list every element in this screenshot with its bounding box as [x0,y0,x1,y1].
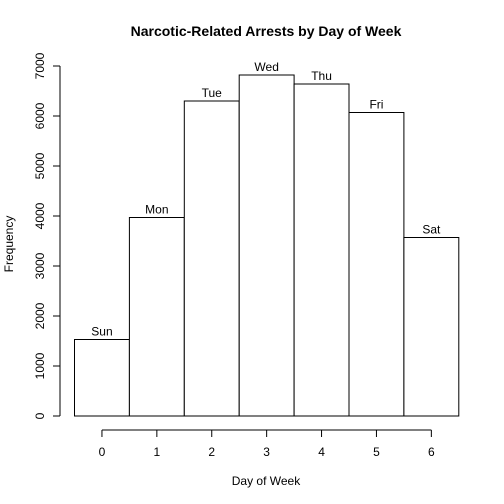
x-tick-label: 3 [263,445,270,459]
y-axis-label: Frequency [2,216,16,273]
y-tick-label: 2000 [33,302,47,329]
chart-title: Narcotic-Related Arrests by Day of Week [131,23,402,39]
bar-label-mon: Mon [145,203,168,217]
bar-fri [349,113,404,417]
bar-label-fri: Fri [369,98,383,112]
bar-wed [239,75,294,416]
bar-tue [184,101,239,416]
bar-thu [294,84,349,416]
bar-label-thu: Thu [311,69,332,83]
bar-label-sun: Sun [91,325,112,339]
y-tick-label: 0 [33,412,47,419]
bar-label-tue: Tue [202,86,223,100]
y-tick-label: 7000 [33,52,47,79]
y-tick-label: 6000 [33,102,47,129]
x-tick-label: 5 [373,445,380,459]
y-tick-label: 3000 [33,252,47,279]
y-tick-label: 1000 [33,352,47,379]
x-axis-label: Day of Week [232,474,301,488]
x-tick-label: 4 [318,445,325,459]
bar-sun [75,340,130,417]
y-tick-label: 4000 [33,202,47,229]
x-tick-label: 6 [428,445,435,459]
bar-label-wed: Wed [254,60,278,74]
x-tick-label: 1 [154,445,161,459]
bar-mon [129,218,184,417]
y-tick-label: 5000 [33,152,47,179]
x-tick-label: 2 [208,445,215,459]
bar-sat [404,238,459,417]
x-tick-label: 0 [99,445,106,459]
bar-label-sat: Sat [422,223,441,237]
